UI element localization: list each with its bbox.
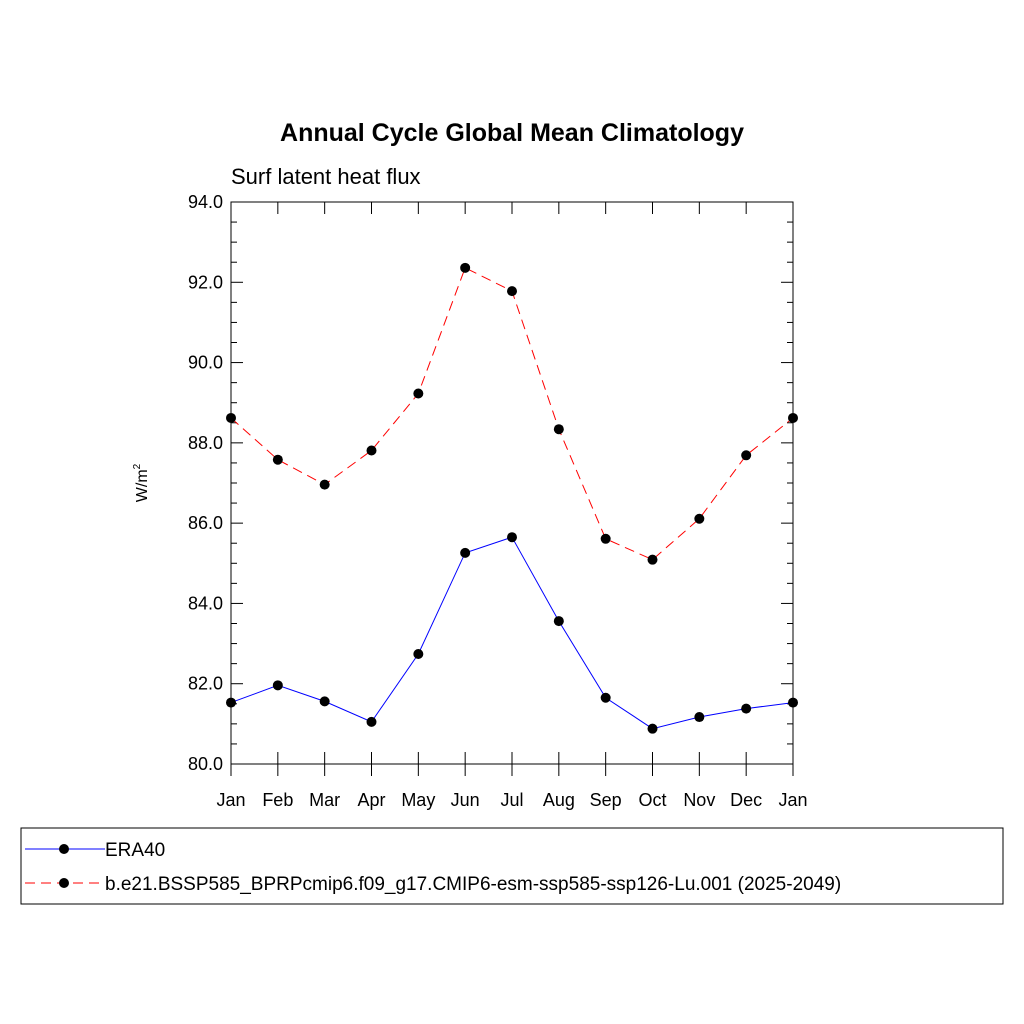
series-0-point-apr [366, 716, 377, 727]
series-0-point-dec [741, 703, 752, 714]
series-1-point-jun [460, 262, 471, 273]
y-tick-label: 92.0 [188, 272, 223, 292]
series-1-point-may [413, 388, 424, 399]
legend: ERA40 b.e21.BSSP585_BPRPcmip6.f09_g17.CM… [20, 827, 1004, 905]
x-tick-label-jul: Jul [500, 790, 523, 810]
series-1-point-apr [366, 445, 377, 456]
series-1-point-sep [600, 533, 611, 544]
y-tick-label: 80.0 [188, 754, 223, 774]
x-tick-label-mar: Mar [309, 790, 340, 810]
y-axis-label-text: W/m [134, 469, 151, 502]
series-line-1 [230, 267, 794, 561]
y-tick-label: 94.0 [188, 192, 223, 212]
x-tick-label-may: May [401, 790, 435, 810]
x-tick-label-jan: Jan [778, 790, 807, 810]
series-line-0 [230, 536, 794, 730]
legend-marker-era40 [59, 844, 69, 854]
series-1-point-jan [226, 412, 236, 423]
series-0-point-aug [553, 616, 564, 627]
series-1-point-dec [741, 450, 752, 461]
series-0-point-jun [460, 547, 471, 558]
legend-marker-model [59, 878, 69, 888]
x-tick-label-aug: Aug [543, 790, 575, 810]
series-0-point-nov [694, 712, 705, 723]
x-tick-label-oct: Oct [638, 790, 666, 810]
legend-label-era40: ERA40 [105, 840, 165, 861]
series-1-point-jul [507, 286, 517, 297]
series-1-point-oct [647, 554, 658, 565]
x-tick-label-dec: Dec [730, 790, 762, 810]
series-0-point-jan [788, 697, 798, 708]
series-0-point-may [413, 649, 424, 660]
x-tick-label-jan: Jan [216, 790, 245, 810]
series-1-point-nov [694, 513, 705, 524]
y-tick-label: 86.0 [188, 513, 223, 533]
series-1-point-aug [553, 424, 564, 435]
chart-title: Annual Cycle Global Mean Climatology [280, 119, 744, 147]
y-axis-label-superscript: 2 [132, 463, 143, 469]
y-tick-label: 90.0 [188, 353, 223, 373]
y-tick-label: 84.0 [188, 593, 223, 613]
series-1-point-jan [788, 412, 798, 423]
series-0-point-feb [272, 680, 283, 691]
chart-subtitle: Surf latent heat flux [231, 164, 421, 189]
series-0-point-mar [319, 696, 330, 707]
y-tick-label: 88.0 [188, 433, 223, 453]
series-0-point-jan [226, 697, 236, 708]
series-0-point-oct [647, 723, 658, 734]
y-axis-label: W/m2 [132, 463, 151, 502]
series-1-point-feb [272, 454, 283, 465]
x-tick-label-jun: Jun [451, 790, 480, 810]
series-1-point-mar [319, 479, 330, 490]
legend-box [20, 827, 1004, 905]
x-tick-label-nov: Nov [683, 790, 715, 810]
x-tick-label-sep: Sep [590, 790, 622, 810]
series-0-point-sep [600, 692, 611, 703]
y-tick-label: 82.0 [188, 674, 223, 694]
legend-label-model: b.e21.BSSP585_BPRPcmip6.f09_g17.CMIP6-es… [105, 874, 841, 895]
x-tick-label-apr: Apr [357, 790, 385, 810]
plot-area: 80.0 82.0 84.0 86.0 88.0 90.0 92.0 94.0 Jan Feb Ma… [188, 192, 808, 810]
x-tick-label-feb: Feb [262, 790, 293, 810]
series-0-point-jul [507, 532, 517, 543]
